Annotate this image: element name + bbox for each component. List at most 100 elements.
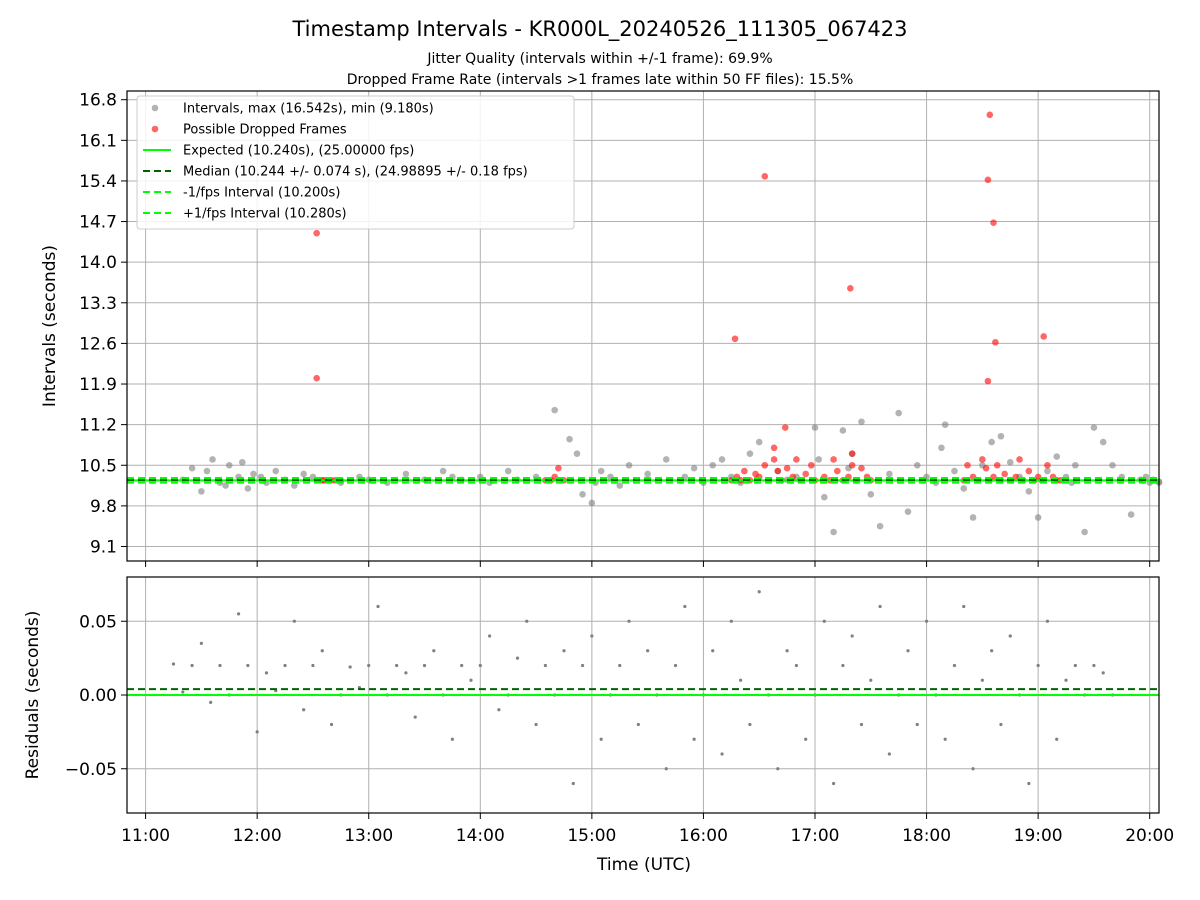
residual-point xyxy=(413,715,417,719)
figure-subtitle-dropped: Dropped Frame Rate (intervals >1 frames … xyxy=(347,72,854,88)
interval-point xyxy=(811,424,819,431)
residual-point xyxy=(1045,619,1050,623)
dropped-frame-point xyxy=(984,176,992,184)
interval-point xyxy=(718,456,726,463)
interval-point xyxy=(913,461,921,469)
dropped-frame-point xyxy=(992,338,999,346)
residual-point xyxy=(404,671,408,675)
residual-point xyxy=(199,641,203,645)
residual-point xyxy=(543,663,547,668)
residual-point xyxy=(562,649,566,653)
residual-point xyxy=(915,722,919,727)
residual-point xyxy=(580,663,585,668)
residual-point xyxy=(887,752,891,756)
dropped-frame-point xyxy=(979,456,986,463)
residual-point xyxy=(497,708,501,712)
interval-point xyxy=(876,522,884,530)
dropped-frame-point xyxy=(1044,461,1051,469)
residual-point xyxy=(218,663,222,668)
residual-point xyxy=(236,612,241,616)
residual-point xyxy=(292,619,296,623)
residual-point xyxy=(757,590,761,594)
residual-point xyxy=(329,722,334,727)
interval-point xyxy=(858,418,865,426)
interval-point xyxy=(938,444,945,452)
interval-point xyxy=(1127,511,1135,518)
interval-point xyxy=(272,467,280,475)
interval-point xyxy=(625,461,633,469)
x-tick-label: 11:00 xyxy=(121,826,170,846)
dropped-frame-point xyxy=(990,219,997,227)
intervals-y-tick-label: 9.8 xyxy=(90,497,117,517)
residual-point xyxy=(636,722,640,727)
x-tick-label: 14:00 xyxy=(456,826,505,846)
residual-point xyxy=(785,649,789,653)
residual-point xyxy=(302,708,306,712)
residual-point xyxy=(711,649,715,653)
legend-label: Expected (10.240s), (25.00000 fps) xyxy=(183,144,414,159)
residual-point xyxy=(1092,663,1096,668)
residual-point xyxy=(525,619,529,623)
interval-point xyxy=(188,464,196,472)
intervals-y-tick-label: 9.1 xyxy=(90,537,117,557)
residual-point xyxy=(376,604,380,609)
residual-point xyxy=(692,737,696,741)
residual-point xyxy=(1036,663,1040,668)
residual-point xyxy=(924,619,929,623)
dropped-frame-point xyxy=(984,377,992,385)
legend-label: Median (10.244 +/- 0.074 s), (24.98895 +… xyxy=(183,165,528,180)
dropped-frame-point xyxy=(770,456,778,463)
interval-point xyxy=(1006,459,1014,466)
x-tick-label: 17:00 xyxy=(791,826,840,846)
residual-point xyxy=(599,737,603,741)
dropped-frame-point xyxy=(848,450,856,457)
interval-point xyxy=(551,406,558,414)
dropped-frame-point xyxy=(993,461,1001,469)
interval-point xyxy=(662,456,670,463)
residual-point xyxy=(841,663,845,668)
residual-point xyxy=(1064,678,1068,682)
residual-point xyxy=(729,619,733,623)
residual-point xyxy=(943,737,947,741)
intervals-y-tick-label: 11.2 xyxy=(79,416,117,436)
legend-label: +1/fps Interval (10.280s) xyxy=(183,207,347,222)
intervals-y-tick-label: 16.8 xyxy=(79,91,117,111)
interval-point xyxy=(895,409,902,417)
intervals-y-tick-label: 12.6 xyxy=(79,334,117,354)
dropped-frame-point xyxy=(793,456,800,463)
interval-point xyxy=(709,461,717,469)
x-tick-label: 20:00 xyxy=(1125,826,1174,846)
interval-point xyxy=(867,490,875,498)
residual-point xyxy=(422,663,427,668)
residual-point xyxy=(1055,737,1059,741)
interval-point xyxy=(222,482,229,489)
interval-point xyxy=(1099,438,1107,446)
interval-point xyxy=(291,482,298,489)
interval-point xyxy=(566,435,573,443)
legend-marker xyxy=(151,104,159,112)
interval-point xyxy=(644,470,651,478)
x-tick-label: 18:00 xyxy=(902,826,951,846)
residual-point xyxy=(869,678,873,682)
interval-point xyxy=(402,470,410,478)
dropped-frame-point xyxy=(848,461,856,469)
residual-point xyxy=(776,767,780,771)
residual-point xyxy=(432,649,436,653)
residual-point xyxy=(478,663,482,668)
interval-point xyxy=(250,470,257,478)
residual-point xyxy=(664,767,668,771)
residual-point xyxy=(618,663,622,668)
dropped-frame-point xyxy=(770,444,778,452)
residual-point xyxy=(683,604,687,609)
x-tick-label: 15:00 xyxy=(567,826,616,846)
interval-point xyxy=(755,438,763,446)
interval-point xyxy=(830,528,837,536)
intervals-legend: Intervals, max (16.542s), min (9.180s) Po… xyxy=(136,95,575,230)
dropped-frame-point xyxy=(731,335,739,343)
dropped-frame-point xyxy=(1040,333,1048,340)
interval-point xyxy=(820,493,828,501)
interval-point xyxy=(941,421,949,428)
dropped-frame-point xyxy=(1012,473,1020,481)
residuals-panel: −0.05 0.00 0.05 11:00 12:00 13:00 14:00 15:00 1… xyxy=(23,576,1174,875)
intervals-plot-frame xyxy=(126,90,1160,562)
